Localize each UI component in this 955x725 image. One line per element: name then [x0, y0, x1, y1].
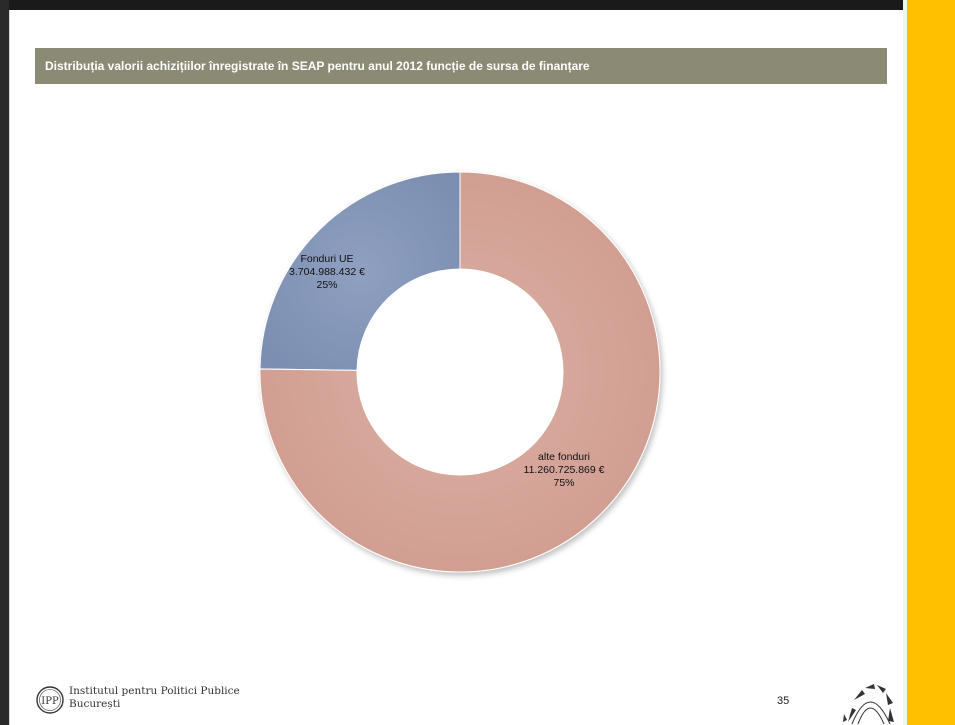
slice-label-value: 11.260.725.869 €	[524, 464, 605, 476]
logo-text: Institutul pentru Politici Publice Bucur…	[69, 685, 240, 711]
page-number: 35	[777, 695, 790, 707]
svg-text:IPP: IPP	[41, 696, 59, 707]
slice-label-value: 3.704.988.432 €	[289, 266, 365, 278]
accent-sidebar	[907, 0, 955, 725]
left-frame-line	[9, 10, 10, 725]
left-frame-bar	[0, 0, 9, 725]
slide-title: Distribuția valorii achizițiilor înregis…	[35, 48, 887, 84]
logo-line-2: București	[69, 698, 121, 710]
slice-label-name: Fonduri UE	[300, 253, 353, 265]
slice-label-percent: 25%	[316, 279, 337, 291]
sidebar-edge	[903, 0, 907, 725]
top-frame-bar	[0, 0, 955, 10]
decorative-arch-icon	[843, 684, 894, 725]
slice-label-name: alte fonduri	[538, 451, 590, 463]
logo-line-1: Institutul pentru Politici Publice	[69, 685, 240, 697]
institute-logo: IPP Institutul pentru Politici Publice B…	[35, 683, 265, 719]
donut-hole	[357, 269, 563, 475]
slice-label-percent: 75%	[553, 477, 574, 489]
ipp-logo-icon: IPP	[36, 686, 64, 714]
